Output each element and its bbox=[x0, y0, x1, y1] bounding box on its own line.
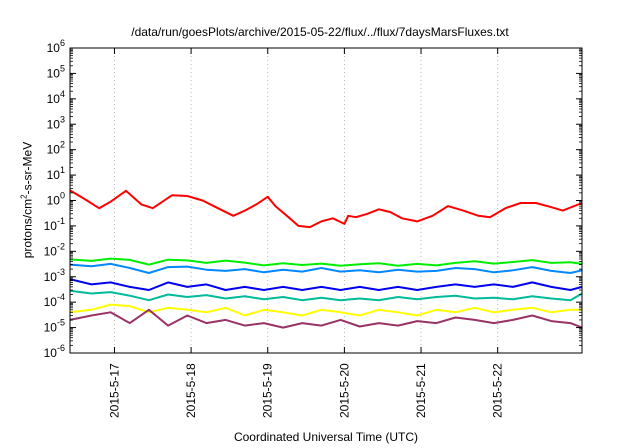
y-axis-label: protons/cm2-s-sr-MeV bbox=[20, 142, 35, 258]
chart-title: /data/run/goesPlots/archive/2015-05-22/f… bbox=[131, 25, 509, 39]
x-tick-label: 2015-5-17 bbox=[107, 363, 121, 418]
series-line-4 bbox=[69, 278, 583, 291]
x-tick-label: 2015-5-22 bbox=[491, 363, 505, 418]
y-tick-base: 10 bbox=[44, 244, 58, 258]
x-tick-label: 2015-5-21 bbox=[414, 363, 428, 418]
y-tick-base: 10 bbox=[47, 168, 61, 182]
y-tick-exponent: 4 bbox=[60, 89, 65, 99]
series-line-3 bbox=[69, 262, 583, 274]
y-tick-label: 10-6 bbox=[44, 343, 65, 360]
y-tick-exponent: -5 bbox=[57, 318, 65, 328]
y-tick-exponent: -1 bbox=[57, 216, 65, 226]
y-tick-label: 103 bbox=[47, 114, 65, 131]
plot-frame bbox=[69, 47, 583, 354]
x-tick-label: 2015-5-18 bbox=[184, 363, 198, 418]
y-tick-label: 10-1 bbox=[44, 216, 65, 233]
y-tick-base: 10 bbox=[47, 92, 61, 106]
y-axis-label-suffix: -s-sr-MeV bbox=[20, 141, 35, 195]
y-tick-base: 10 bbox=[44, 270, 58, 284]
y-tick-exponent: -3 bbox=[57, 267, 65, 277]
y-tick-base: 10 bbox=[44, 219, 58, 233]
y-tick-label: 101 bbox=[47, 165, 65, 182]
y-tick-label: 106 bbox=[47, 38, 65, 55]
y-tick-label: 105 bbox=[47, 63, 65, 80]
y-tick-label: 10-2 bbox=[44, 241, 65, 258]
x-tick-labels: 2015-5-17 2015-5-18 2015-5-19 2015-5-20 2015… bbox=[107, 363, 504, 418]
x-tick-label: 2015-5-19 bbox=[261, 363, 275, 418]
y-axis-label-exponent: 2 bbox=[19, 194, 29, 199]
y-tick-label: 10-5 bbox=[44, 318, 65, 335]
x-tick-label: 2015-5-20 bbox=[337, 363, 351, 418]
y-tick-label: 10-3 bbox=[44, 267, 65, 284]
y-tick-exponent: 0 bbox=[60, 191, 65, 201]
y-tick-exponent: 3 bbox=[60, 114, 65, 124]
y-tick-exponent: 6 bbox=[60, 38, 65, 48]
axis-ticks bbox=[70, 47, 582, 354]
grid-lines bbox=[114, 48, 499, 353]
series-line-5 bbox=[69, 289, 583, 302]
y-tick-label: 104 bbox=[47, 89, 65, 106]
series-line-1 bbox=[69, 189, 583, 229]
y-tick-label: 100 bbox=[47, 191, 65, 208]
series-line-2 bbox=[69, 257, 583, 267]
y-tick-base: 10 bbox=[44, 346, 58, 360]
y-tick-base: 10 bbox=[44, 321, 58, 335]
y-tick-base: 10 bbox=[47, 143, 61, 157]
y-tick-base: 10 bbox=[44, 295, 58, 309]
y-tick-exponent: 5 bbox=[60, 63, 65, 73]
series-layer bbox=[69, 189, 583, 329]
x-axis-label: Coordinated Universal Time (UTC) bbox=[233, 430, 419, 444]
y-tick-exponent: -4 bbox=[57, 292, 65, 302]
y-tick-base: 10 bbox=[47, 194, 61, 208]
y-axis-label-main: protons/cm bbox=[20, 198, 35, 259]
series-line-6 bbox=[69, 303, 582, 317]
y-tick-label: 102 bbox=[47, 140, 65, 157]
series-line-7 bbox=[69, 308, 583, 329]
y-tick-labels: 10-610-510-410-310-210-11001011021031041… bbox=[44, 38, 65, 360]
y-tick-label: 10-4 bbox=[44, 292, 65, 309]
y-tick-exponent: 2 bbox=[60, 140, 65, 150]
y-tick-exponent: 1 bbox=[60, 165, 65, 175]
y-tick-base: 10 bbox=[47, 66, 61, 80]
y-tick-base: 10 bbox=[47, 41, 61, 55]
y-tick-exponent: -6 bbox=[57, 343, 65, 353]
y-tick-exponent: -2 bbox=[57, 241, 65, 251]
y-tick-base: 10 bbox=[47, 117, 61, 131]
